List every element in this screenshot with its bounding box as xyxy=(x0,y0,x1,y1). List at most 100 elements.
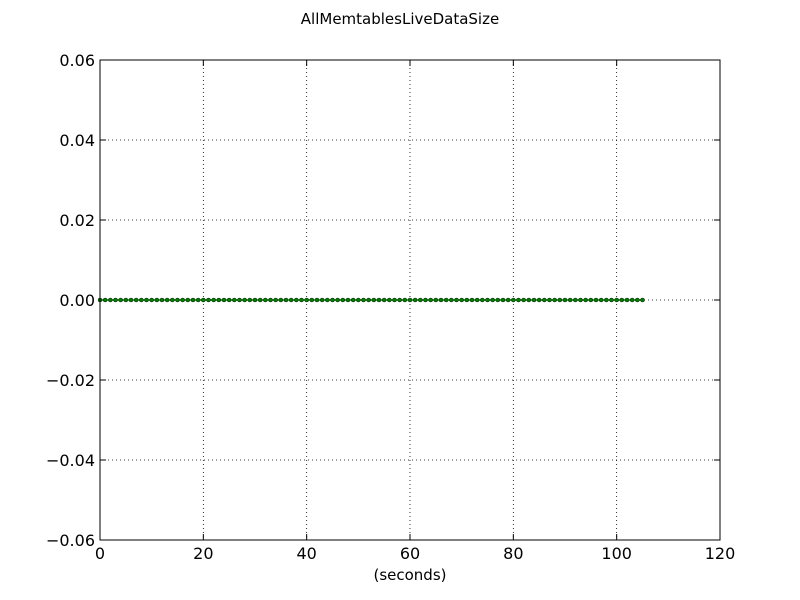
data-point xyxy=(438,297,444,303)
data-point xyxy=(562,297,568,303)
data-point xyxy=(144,297,149,303)
data-point xyxy=(629,297,635,303)
y-tick-label: 0.06 xyxy=(59,51,95,70)
y-tick-label: 0.00 xyxy=(59,291,95,310)
data-point xyxy=(511,297,516,303)
data-point xyxy=(433,297,439,303)
data-point xyxy=(371,297,377,303)
data-point xyxy=(387,297,392,303)
data-point xyxy=(635,297,640,303)
data-point xyxy=(216,297,222,303)
x-tick-label: 60 xyxy=(400,544,420,563)
data-point xyxy=(526,297,532,303)
data-point xyxy=(500,297,506,303)
data-point xyxy=(170,297,175,303)
data-point xyxy=(299,297,304,303)
data-point xyxy=(206,297,211,303)
data-point xyxy=(418,297,423,303)
data-point xyxy=(573,297,578,303)
data-point xyxy=(459,297,464,303)
data-point xyxy=(464,297,470,303)
data-point xyxy=(381,297,387,303)
x-tick-label: 40 xyxy=(296,544,316,563)
data-point xyxy=(139,297,144,303)
data-point xyxy=(242,297,247,303)
data-point xyxy=(443,297,449,303)
y-tick-label: 0.02 xyxy=(59,211,95,230)
data-point xyxy=(505,297,511,303)
data-point xyxy=(175,297,180,303)
data-point xyxy=(376,297,382,303)
data-point xyxy=(226,297,232,303)
data-point xyxy=(335,297,340,303)
y-tick-labels: −0.06 −0.04 −0.02 0.00 0.02 0.04 0.06 xyxy=(46,51,95,550)
data-point xyxy=(604,297,609,303)
data-point xyxy=(257,297,263,303)
chart-title: AllMemtablesLiveDataSize xyxy=(301,10,499,28)
data-point xyxy=(221,297,227,303)
data-point xyxy=(397,297,402,303)
data-point xyxy=(392,297,397,303)
data-point xyxy=(402,297,408,303)
data-point xyxy=(319,297,325,303)
data-point xyxy=(619,297,625,303)
data-point xyxy=(252,297,258,303)
data-point xyxy=(609,297,614,303)
data-point xyxy=(536,297,542,303)
data-point xyxy=(428,297,433,303)
data-point xyxy=(552,297,557,303)
data-point xyxy=(180,297,185,303)
data-point xyxy=(128,297,134,303)
data-point xyxy=(108,297,113,303)
data-point xyxy=(598,297,604,303)
data-point xyxy=(542,297,547,303)
data-point xyxy=(123,297,129,303)
data-point xyxy=(211,297,216,303)
data-point xyxy=(516,297,521,303)
data-point xyxy=(474,297,480,303)
data-point xyxy=(407,297,413,303)
x-tick-label: 0 xyxy=(95,544,105,563)
data-point xyxy=(190,297,196,303)
data-point xyxy=(154,297,160,303)
data-point xyxy=(593,297,599,303)
data-point xyxy=(480,297,485,303)
data-point xyxy=(547,297,552,303)
data-point xyxy=(278,297,284,303)
x-axis-label: (seconds) xyxy=(373,566,446,584)
data-point xyxy=(283,297,289,303)
data-point xyxy=(113,297,118,303)
x-tick-label: 120 xyxy=(705,544,736,563)
data-point xyxy=(340,297,346,303)
data-point xyxy=(294,297,299,303)
data-point xyxy=(201,297,206,303)
data-point xyxy=(624,297,630,303)
data-point xyxy=(314,297,320,303)
data-point xyxy=(159,297,165,303)
y-tick-label: −0.02 xyxy=(46,371,95,390)
x-tick-label: 20 xyxy=(193,544,213,563)
data-point xyxy=(273,297,278,303)
plot-frame xyxy=(99,59,721,541)
data-point xyxy=(133,297,139,303)
x-tick-label: 80 xyxy=(503,544,523,563)
data-point xyxy=(263,297,268,303)
data-point xyxy=(588,297,594,303)
y-tick-label: −0.06 xyxy=(46,531,95,550)
data-point xyxy=(454,297,459,303)
data-point xyxy=(469,297,475,303)
data-point xyxy=(423,297,428,303)
series xyxy=(97,297,645,303)
data-point xyxy=(361,297,366,303)
x-tick-labels: 0 20 40 60 80 100 120 xyxy=(95,544,735,563)
data-point xyxy=(102,297,108,303)
y-tick-label: 0.04 xyxy=(59,131,95,150)
x-tick-label: 100 xyxy=(601,544,632,563)
data-point xyxy=(583,297,588,303)
data-point xyxy=(356,297,361,303)
data-point xyxy=(366,297,371,303)
data-point xyxy=(237,297,242,303)
data-point xyxy=(490,297,495,303)
data-point xyxy=(309,297,315,303)
data-point xyxy=(567,297,573,303)
